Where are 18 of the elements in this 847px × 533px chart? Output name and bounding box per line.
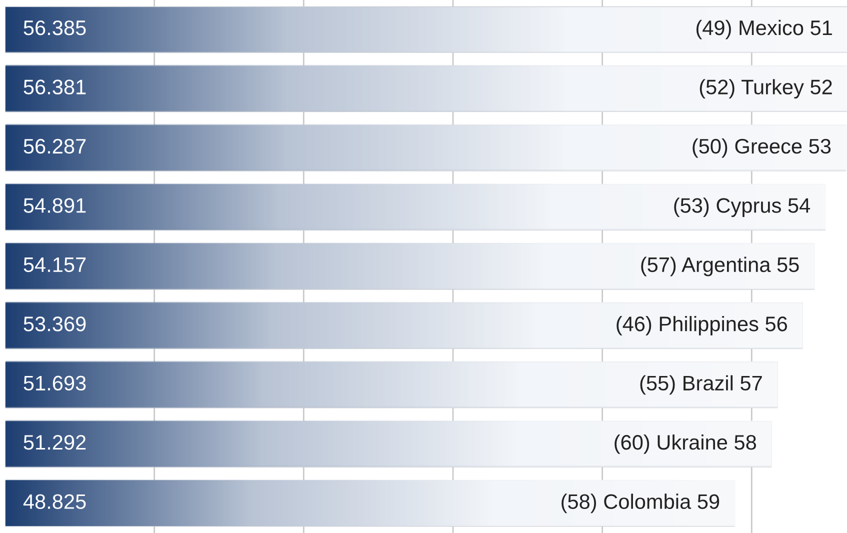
- y-tick-label: (50) Greece 53: [692, 138, 831, 158]
- y-tick-label: (58) Colombia 59: [562, 494, 720, 514]
- y-tick-label: (53) Cyprus 54: [674, 198, 810, 217]
- data-label: 53.369: [24, 316, 86, 332]
- data-label: 56.385: [24, 20, 86, 36]
- data-label: 51.693: [24, 376, 86, 391]
- data-label: 54.157: [24, 258, 86, 272]
- data-label: 48.825: [23, 494, 86, 509]
- y-tick-label: (49) Mexico 51: [696, 20, 832, 40]
- data-label: 54.891: [24, 198, 86, 213]
- y-tick-label: (52) Turkey 52: [700, 79, 832, 99]
- data-label: 51.292: [24, 435, 86, 450]
- y-tick-label: (60) Ukraine 58: [614, 434, 756, 454]
- data-label: 56.381: [24, 80, 86, 94]
- y-tick-label: (46) Philippines 56: [616, 316, 788, 336]
- data-label: 56.287: [24, 138, 86, 154]
- y-tick-label: (55) Brazil 57: [640, 375, 762, 395]
- y-tick-label: (57) Argentina 55: [641, 256, 799, 276]
